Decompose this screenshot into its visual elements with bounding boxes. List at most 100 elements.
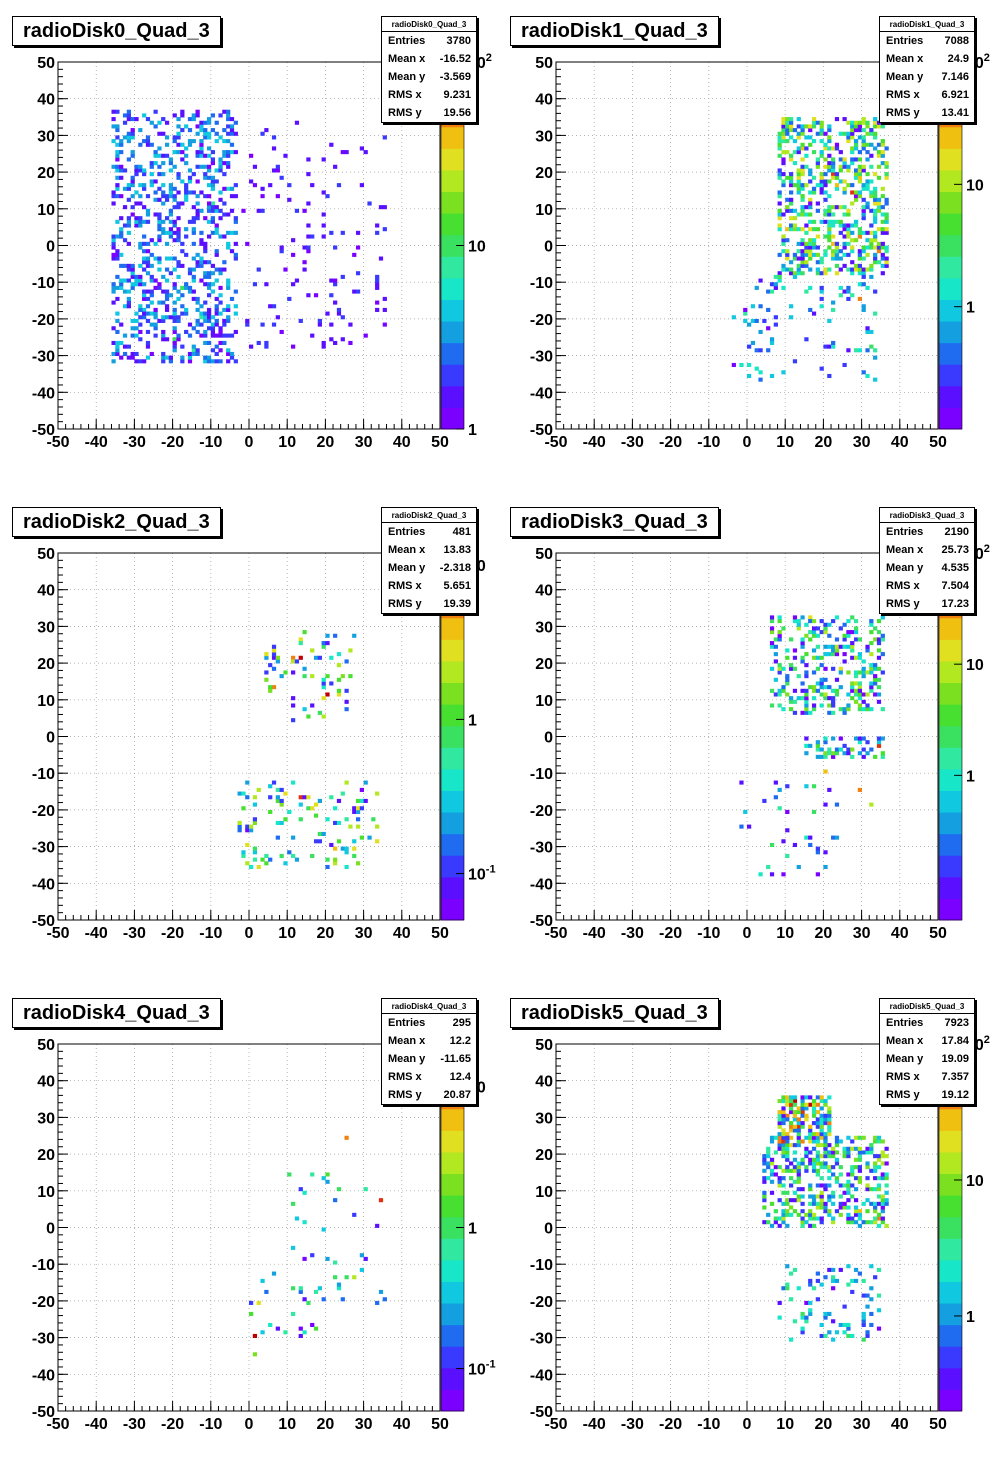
histogram-bin (122, 304, 128, 309)
histogram-bin (823, 626, 828, 631)
histogram-bin (857, 172, 862, 177)
histogram-bin (275, 655, 280, 660)
stats-label: Mean x (886, 1035, 924, 1047)
histogram-bin (122, 351, 128, 356)
histogram-bin (834, 835, 840, 840)
histogram-bin (796, 1172, 801, 1177)
histogram-bin (184, 329, 189, 334)
histogram-bin (777, 153, 782, 158)
histogram-bin (884, 1146, 889, 1151)
stats-box-name: radioDisk4_Quad_3 (382, 999, 476, 1014)
histogram-bin (823, 666, 828, 671)
stats-row-rms-x: RMS x 7.357 (880, 1068, 974, 1086)
histogram-bin (815, 271, 820, 276)
histogram-bin (287, 296, 292, 301)
histogram-bin (819, 1205, 824, 1210)
colorbar-segment (441, 768, 464, 791)
histogram-bin (191, 274, 196, 279)
histogram-bin (804, 1154, 809, 1159)
histogram-bin (191, 216, 196, 221)
histogram-bin (834, 252, 840, 257)
histogram-bin (842, 622, 847, 627)
histogram-bin (218, 164, 223, 169)
histogram-bin (214, 359, 219, 364)
histogram-bin (873, 1139, 878, 1144)
histogram-bin (195, 348, 200, 353)
histogram-bin (321, 714, 326, 719)
histogram-bin (195, 131, 200, 136)
histogram-bin (853, 238, 859, 243)
histogram-bin (313, 802, 319, 807)
histogram-bin (815, 1183, 820, 1188)
y-tick-label: -50 (530, 1404, 553, 1421)
histogram-bin (781, 263, 786, 268)
histogram-bin (800, 197, 805, 202)
hot-bin (838, 164, 843, 169)
histogram-bin (846, 1326, 851, 1331)
histogram-bin (134, 274, 139, 279)
histogram-bin (130, 285, 135, 290)
histogram-bin (195, 260, 200, 265)
stats-row-rms-y: RMS y 19.56 (382, 104, 476, 122)
x-tick-label: 20 (815, 434, 833, 451)
histogram-bin (138, 304, 143, 309)
histogram-bin (811, 186, 817, 191)
histogram-bin (164, 241, 170, 246)
x-tick-label: -40 (583, 1416, 606, 1433)
histogram-bin (819, 1190, 824, 1195)
hot-bin (210, 201, 216, 206)
stats-row-entries: Entries 2190 (880, 523, 974, 541)
histogram-bin (804, 337, 809, 342)
histogram-bin (846, 131, 851, 136)
histogram-bin (164, 153, 170, 158)
histogram-bin (191, 344, 196, 349)
histogram-bin (804, 124, 809, 129)
y-tick-label: 20 (535, 165, 553, 182)
colorbar-segment (441, 1173, 464, 1196)
histogram-bin (271, 655, 277, 660)
histogram-bin (869, 128, 874, 133)
histogram-bin (115, 150, 120, 155)
colorbar-tick-exponent: 2 (486, 52, 492, 64)
histogram-bin (111, 238, 116, 243)
histogram-bin (861, 1150, 866, 1155)
histogram-bin (344, 817, 349, 822)
histogram-bin (352, 806, 357, 811)
histogram-bin (115, 344, 120, 349)
histogram-bin (834, 652, 840, 657)
histogram-bin (268, 795, 273, 800)
histogram-bin (792, 359, 798, 364)
histogram-bin (218, 267, 223, 272)
histogram-bin (850, 648, 855, 653)
histogram-bin (184, 227, 189, 232)
histogram-bin (831, 252, 836, 257)
histogram-bin (834, 1157, 840, 1162)
histogram-bin (792, 1157, 798, 1162)
histogram-bin (796, 135, 801, 140)
histogram-bin (785, 655, 790, 660)
histogram-bin (823, 1165, 828, 1170)
histogram-bin (789, 637, 794, 642)
histogram-bin (340, 674, 345, 679)
histogram-bin (153, 124, 158, 129)
histogram-bin (884, 227, 889, 232)
histogram-bin (808, 256, 813, 261)
histogram-bin (279, 245, 284, 250)
x-tick-label: -10 (697, 434, 720, 451)
histogram-bin (762, 1154, 767, 1159)
histogram-bin (834, 1278, 840, 1283)
histogram-bin (214, 304, 219, 309)
histogram-bin (187, 351, 193, 356)
histogram-bin (846, 1282, 851, 1287)
histogram-bin (203, 175, 208, 180)
histogram-bin (873, 1168, 878, 1173)
y-tick-label: 40 (37, 92, 55, 109)
histogram-bin (195, 113, 200, 118)
histogram-bin (145, 117, 151, 122)
histogram-bin (800, 655, 805, 660)
histogram-bin (378, 205, 384, 210)
histogram-bin (815, 740, 820, 745)
histogram-bin (222, 109, 227, 114)
histogram-bin (275, 194, 280, 199)
histogram-bin (792, 1117, 798, 1122)
